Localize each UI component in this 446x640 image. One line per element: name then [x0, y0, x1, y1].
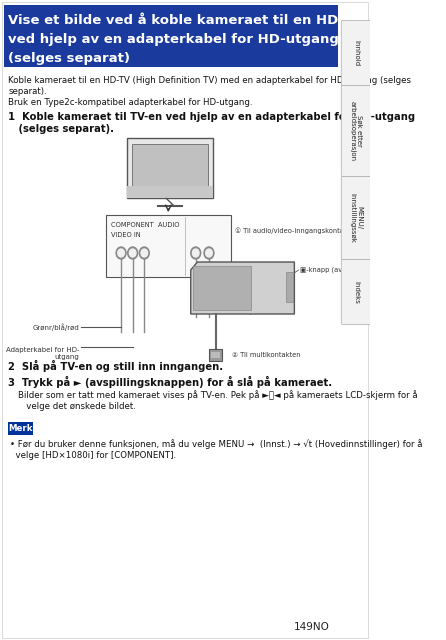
Text: Indeks: Indeks	[353, 280, 359, 303]
Polygon shape	[191, 262, 294, 314]
Text: Vise et bilde ved å koble kameraet til en HD-TV: Vise et bilde ved å koble kameraet til e…	[8, 14, 362, 27]
Text: 3  Trykk på ► (avspillingsknappen) for å slå på kameraet.: 3 Trykk på ► (avspillingsknappen) for å …	[8, 376, 332, 388]
FancyBboxPatch shape	[341, 177, 371, 259]
Text: MENU/
innstillingssøk: MENU/ innstillingssøk	[350, 193, 363, 243]
Circle shape	[192, 249, 199, 257]
Bar	[4, 5, 339, 67]
Text: 2  Slå på TV-en og still inn inngangen.: 2 Slå på TV-en og still inn inngangen.	[8, 360, 223, 372]
Bar	[106, 215, 231, 277]
Text: COMPONENT  AUDIO: COMPONENT AUDIO	[111, 222, 180, 228]
Bar	[209, 349, 222, 361]
Text: Bilder som er tatt med kameraet vises på TV-en. Pek på ►⧸◄ på kameraets LCD-skje: Bilder som er tatt med kameraet vises på…	[18, 390, 418, 411]
Bar	[127, 138, 213, 198]
Bar	[132, 144, 208, 186]
Bar	[211, 352, 220, 358]
Bar	[193, 266, 251, 310]
Circle shape	[139, 247, 149, 259]
FancyBboxPatch shape	[341, 86, 371, 177]
Bar	[127, 186, 213, 198]
Circle shape	[128, 247, 138, 259]
Bar	[8, 422, 33, 435]
Text: ved hjelp av en adapterkabel for HD-utgang: ved hjelp av en adapterkabel for HD-utga…	[8, 33, 339, 46]
Circle shape	[116, 247, 126, 259]
Circle shape	[204, 247, 214, 259]
Text: VIDEO IN: VIDEO IN	[111, 232, 141, 238]
Text: (selges separat).: (selges separat).	[8, 124, 114, 134]
Text: 149NO: 149NO	[294, 622, 330, 632]
Circle shape	[191, 247, 201, 259]
Circle shape	[141, 249, 148, 257]
Text: Søk etter
arbeldsoperasjon: Søk etter arbeldsoperasjon	[350, 101, 363, 161]
Circle shape	[118, 249, 124, 257]
Text: Innhold: Innhold	[353, 40, 359, 66]
Bar	[286, 272, 293, 302]
Text: ② Til multikontakten: ② Til multikontakten	[232, 352, 301, 358]
Text: Grønr/blå/rød: Grønr/blå/rød	[33, 323, 79, 331]
Text: ▣-knapp (avspilling): ▣-knapp (avspilling)	[300, 267, 369, 273]
Circle shape	[206, 249, 212, 257]
Text: Koble kameraet til en HD-TV (High Definition TV) med en adapterkabel for HD-utga: Koble kameraet til en HD-TV (High Defini…	[8, 76, 411, 108]
Circle shape	[129, 249, 136, 257]
FancyBboxPatch shape	[341, 259, 371, 324]
Text: ① Til audio/video-inngangskontakter: ① Til audio/video-inngangskontakter	[235, 227, 357, 234]
Text: (selges separat): (selges separat)	[8, 52, 130, 65]
FancyBboxPatch shape	[341, 20, 371, 86]
Text: Hvit/rød: Hvit/rød	[236, 309, 264, 315]
Text: 1  Koble kameraet til TV-en ved hjelp av en adapterkabel for HD-utgang: 1 Koble kameraet til TV-en ved hjelp av …	[8, 112, 415, 122]
Text: Adapterkabel for HD-
utgang: Adapterkabel for HD- utgang	[6, 347, 79, 360]
Text: • Før du bruker denne funksjonen, må du velge MENU →  (Innst.) → √t (Hovedinnsti: • Før du bruker denne funksjonen, må du …	[10, 439, 422, 460]
Text: Merk: Merk	[8, 424, 33, 433]
